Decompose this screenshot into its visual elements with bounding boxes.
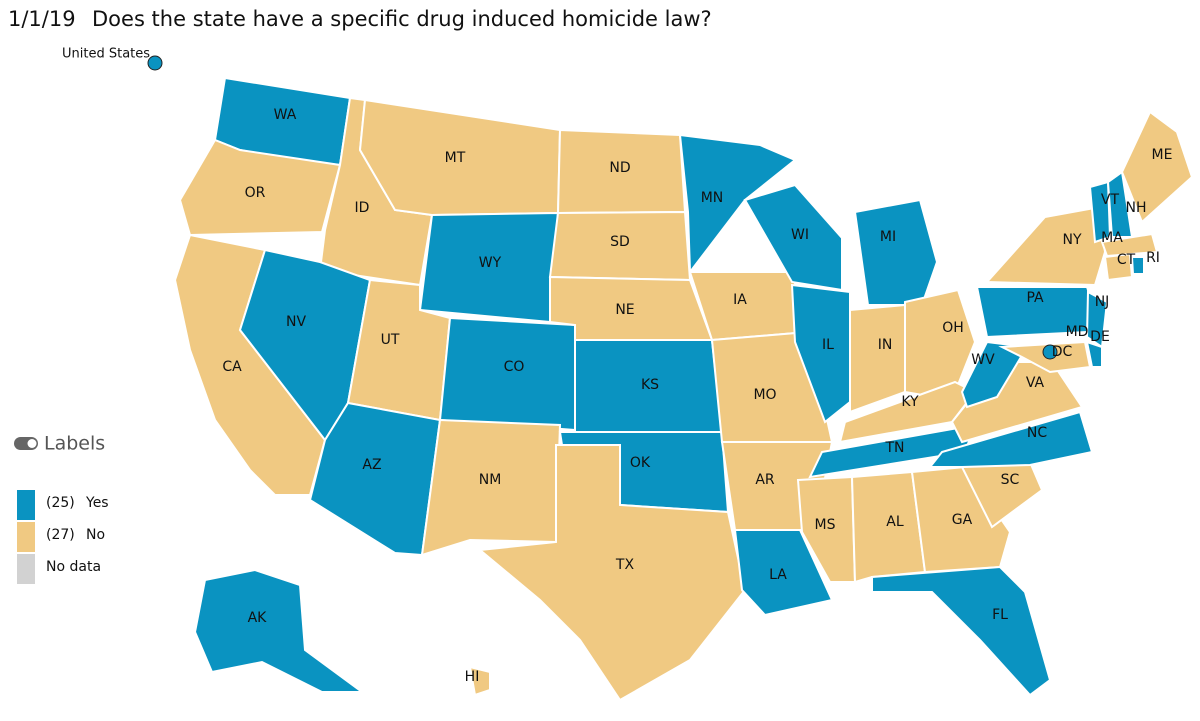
title: Does the state have a specific drug indu… (92, 7, 712, 31)
state[interactable] (1085, 340, 1103, 368)
state-label: KS (641, 377, 659, 393)
state[interactable] (849, 303, 906, 414)
legend-swatch (17, 490, 35, 520)
state-label: IN (878, 337, 893, 353)
state-label: SD (610, 234, 630, 250)
state-label: WI (791, 227, 809, 243)
state[interactable] (193, 568, 366, 693)
state-label: KY (901, 394, 919, 410)
toggle-label[interactable]: Labels (44, 433, 105, 455)
state-label: AL (886, 514, 904, 530)
state-label: NC (1027, 425, 1047, 441)
state-label: MO (753, 387, 776, 403)
state-label: WV (971, 352, 995, 368)
legend-label: No (86, 527, 105, 543)
legend-label: No data (46, 559, 101, 575)
state-label: MS (815, 517, 836, 533)
state-label: RI (1146, 250, 1160, 266)
state[interactable] (927, 410, 1094, 468)
state[interactable] (796, 475, 857, 583)
state-label: NJ (1095, 294, 1110, 310)
national-marker[interactable] (147, 55, 163, 71)
state-label: MA (1101, 230, 1123, 246)
state[interactable] (790, 283, 851, 424)
legend-label: Yes (85, 495, 109, 511)
state[interactable] (1106, 170, 1134, 238)
state[interactable] (1100, 232, 1159, 258)
state[interactable] (871, 565, 1052, 697)
state-label: CA (222, 359, 242, 375)
state-label: ME (1152, 147, 1173, 163)
state[interactable] (904, 288, 977, 402)
state-label: VT (1101, 192, 1120, 208)
legend-swatch (17, 522, 35, 552)
state-labels: WA OR CA ID NV MT WY UT AZ CO NM ND SD NE KS OK TX MN IA MO… (222, 107, 1172, 685)
state[interactable] (960, 340, 1029, 409)
state-label: AK (248, 610, 268, 626)
state-label: UT (381, 332, 400, 348)
state[interactable] (420, 418, 562, 557)
state[interactable] (178, 138, 342, 237)
state-label: WA (274, 107, 297, 123)
state-label: DE (1090, 329, 1110, 345)
legend: (25) Yes (27) No No data (17, 490, 109, 584)
state-label: FL (992, 607, 1008, 623)
state-label: NE (615, 302, 634, 318)
state-label: LA (769, 567, 787, 583)
state-label: SC (1001, 472, 1020, 488)
date: 1/1/19 (8, 7, 76, 31)
state[interactable] (1120, 110, 1194, 224)
state-label: DC (1052, 344, 1073, 360)
state-label: ID (355, 200, 370, 216)
toggle-knob (27, 439, 37, 448)
state[interactable] (733, 529, 834, 617)
state-label: WY (479, 255, 502, 271)
state-label: IA (733, 292, 747, 308)
state-label: OR (245, 185, 266, 201)
state[interactable] (468, 665, 491, 697)
state[interactable] (477, 444, 747, 702)
state-label: MT (445, 150, 466, 166)
state-label: TN (884, 440, 904, 456)
state-label: NV (286, 314, 306, 330)
state-label: VA (1026, 375, 1045, 391)
state-label: MN (701, 190, 724, 206)
legend-count: (25) (46, 495, 75, 511)
state-label: CO (504, 359, 525, 375)
state-label: ND (609, 160, 630, 176)
legend-swatch (17, 554, 35, 584)
state[interactable] (984, 205, 1107, 287)
state-label: AZ (362, 457, 381, 473)
state-label: CT (1117, 252, 1136, 268)
state-label: OH (942, 320, 964, 336)
state-label: TX (615, 557, 635, 573)
state-label: NH (1126, 200, 1147, 216)
state[interactable] (688, 271, 810, 342)
national-label: United States (62, 47, 150, 62)
state[interactable] (1088, 180, 1112, 244)
state-label: MD (1066, 324, 1089, 340)
state-label: NM (479, 472, 502, 488)
states (173, 76, 1194, 702)
state-label: MI (880, 229, 896, 245)
district-marker[interactable] (1042, 344, 1058, 360)
state[interactable] (1130, 256, 1145, 275)
state-label: OK (630, 455, 651, 471)
state-label: NY (1062, 232, 1081, 248)
state-label: AR (755, 472, 775, 488)
state-label: IL (822, 337, 834, 353)
state-label: GA (952, 512, 973, 528)
state[interactable] (853, 198, 939, 306)
legend-count: (27) (46, 527, 75, 543)
state-label: HI (465, 669, 480, 685)
state[interactable] (743, 183, 843, 292)
state-label: PA (1026, 290, 1044, 306)
